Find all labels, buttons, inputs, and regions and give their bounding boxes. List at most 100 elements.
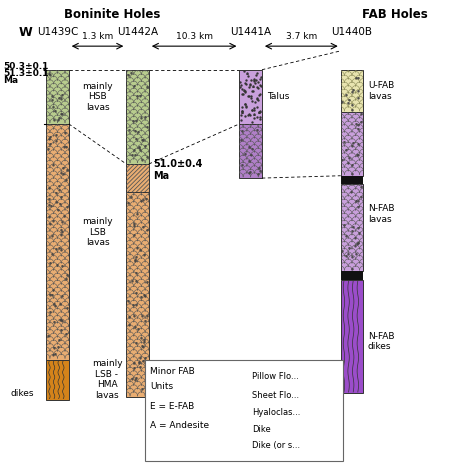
Point	[237, 78, 244, 85]
Bar	[228, 370, 247, 384]
Point	[241, 112, 248, 120]
Point	[237, 410, 245, 418]
Point	[257, 82, 264, 89]
Point	[248, 118, 256, 126]
Point	[250, 104, 258, 111]
Point	[234, 410, 241, 418]
Point	[246, 82, 254, 89]
Point	[250, 114, 257, 121]
Point	[225, 414, 233, 421]
Bar	[126, 70, 149, 164]
Point	[255, 109, 263, 116]
Bar	[46, 124, 69, 359]
Point	[251, 98, 259, 106]
Bar	[228, 406, 247, 420]
Text: 51.0±0.4
Ma: 51.0±0.4 Ma	[154, 159, 203, 181]
Bar	[239, 124, 262, 178]
Point	[237, 82, 245, 89]
Point	[248, 98, 255, 105]
Point	[247, 95, 255, 102]
Point	[254, 84, 262, 92]
Bar	[341, 280, 363, 393]
Point	[254, 95, 261, 102]
Point	[248, 106, 255, 113]
Point	[241, 100, 248, 108]
Bar	[341, 112, 363, 176]
Text: U1442A: U1442A	[117, 27, 158, 37]
Text: Sheet Flo...: Sheet Flo...	[252, 392, 299, 401]
Point	[235, 412, 242, 420]
Text: W: W	[19, 26, 33, 38]
Text: 3.7 km: 3.7 km	[286, 31, 317, 40]
Bar	[126, 192, 149, 397]
Point	[241, 79, 249, 86]
Point	[243, 405, 250, 413]
Text: Minor FAB: Minor FAB	[150, 366, 194, 375]
Point	[241, 100, 249, 108]
Text: Boninite Holes: Boninite Holes	[64, 9, 160, 21]
Point	[257, 82, 264, 90]
Point	[253, 69, 261, 77]
Point	[239, 91, 247, 98]
Point	[251, 79, 259, 86]
Point	[255, 91, 263, 99]
Text: mainly
LSB
lavas: mainly LSB lavas	[82, 218, 113, 247]
Text: Pillow Flo...: Pillow Flo...	[252, 373, 299, 382]
Point	[226, 411, 233, 419]
Text: FAB Holes: FAB Holes	[362, 9, 428, 21]
Point	[238, 107, 246, 115]
Bar	[46, 70, 69, 124]
Point	[238, 407, 246, 415]
Point	[250, 87, 257, 94]
Point	[237, 83, 244, 91]
Point	[256, 114, 264, 121]
Point	[248, 87, 255, 95]
Text: Dike (or s...: Dike (or s...	[252, 441, 300, 450]
Bar	[341, 70, 363, 112]
Text: mainly
LSB -
HMA
lavas: mainly LSB - HMA lavas	[91, 359, 122, 400]
Text: N-FAB
dikes: N-FAB dikes	[368, 332, 394, 351]
Bar	[341, 184, 363, 272]
Text: U1441A: U1441A	[230, 27, 271, 37]
Point	[247, 92, 255, 100]
Point	[245, 92, 252, 100]
Point	[238, 85, 246, 93]
Bar	[145, 359, 343, 461]
Bar	[126, 164, 149, 192]
Point	[254, 114, 261, 121]
Point	[239, 409, 247, 416]
Text: 1.3 km: 1.3 km	[82, 31, 113, 40]
Point	[225, 405, 232, 412]
Point	[250, 106, 257, 114]
Text: Dike: Dike	[252, 425, 271, 434]
Text: 10.3 km: 10.3 km	[176, 31, 213, 40]
Point	[256, 91, 264, 98]
Text: N-FAB
lavas: N-FAB lavas	[368, 204, 394, 224]
Point	[240, 67, 247, 75]
Point	[247, 76, 255, 84]
Point	[239, 405, 247, 413]
Text: 51.3±0.1: 51.3±0.1	[3, 69, 48, 78]
Text: dikes: dikes	[11, 389, 34, 398]
Point	[257, 73, 264, 81]
Point	[256, 75, 264, 82]
Point	[246, 92, 253, 100]
Point	[242, 102, 249, 109]
Text: Ma: Ma	[3, 76, 18, 85]
Point	[238, 107, 246, 114]
Point	[243, 76, 250, 83]
Bar	[228, 423, 247, 437]
Point	[254, 97, 261, 104]
Point	[253, 76, 260, 83]
Text: Hyaloclas...: Hyaloclas...	[252, 408, 301, 417]
Bar	[46, 359, 69, 400]
Point	[253, 94, 261, 102]
Point	[244, 72, 252, 80]
Point	[238, 412, 246, 420]
Point	[252, 71, 260, 79]
Point	[248, 107, 255, 114]
Point	[230, 408, 237, 416]
Text: Units: Units	[150, 382, 173, 391]
Bar	[228, 438, 247, 453]
Text: 50.3±0.1: 50.3±0.1	[3, 62, 48, 71]
